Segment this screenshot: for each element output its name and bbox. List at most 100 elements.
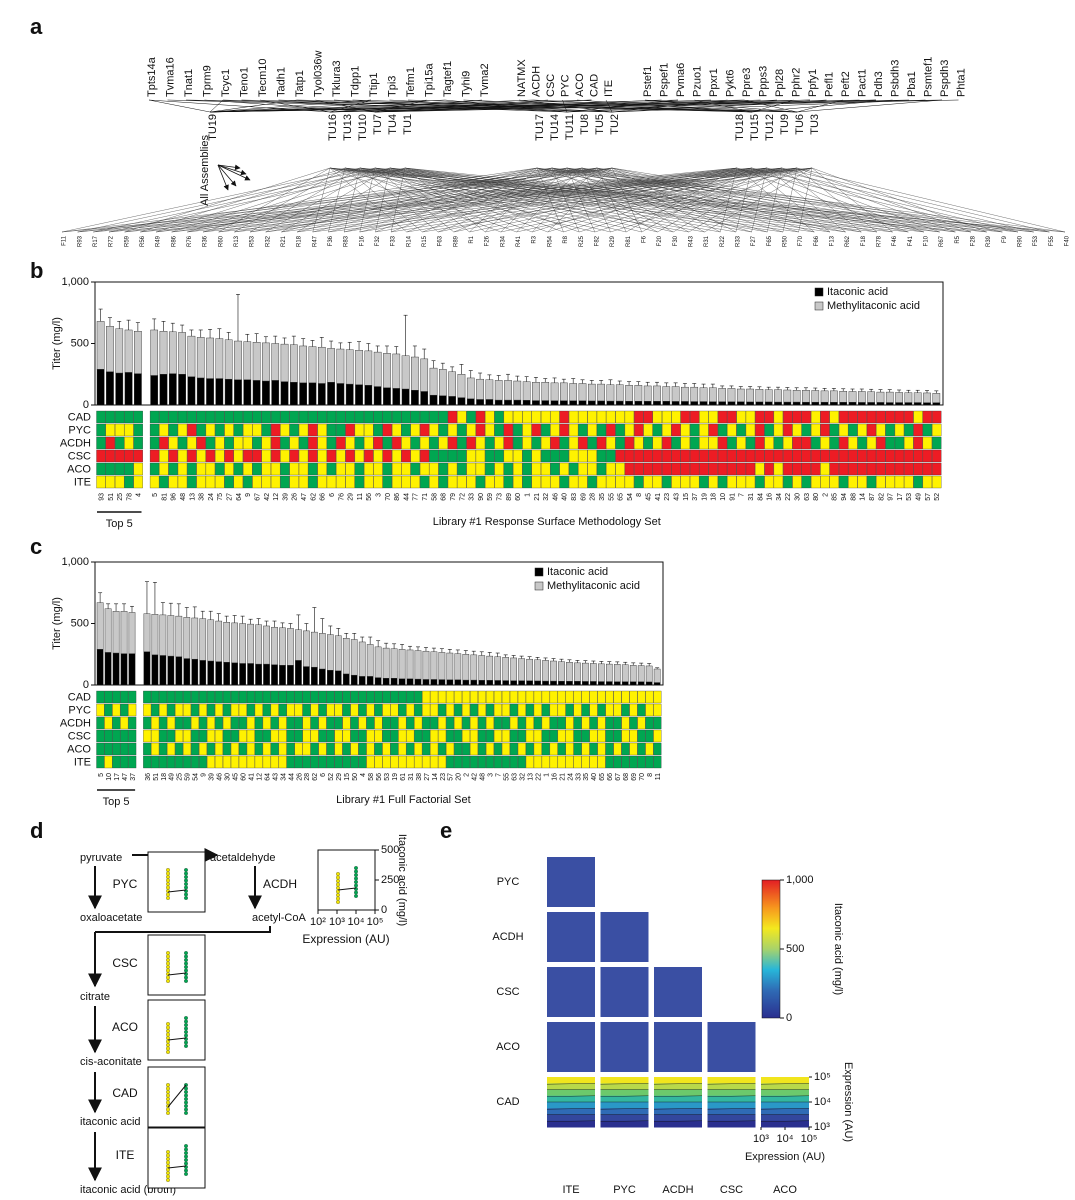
matrix-cell <box>278 755 287 769</box>
matrix-cell <box>540 462 551 476</box>
mini-dot <box>166 1043 170 1047</box>
matrix-cell <box>406 755 415 769</box>
matrix-cell <box>541 690 550 704</box>
matrix-cell <box>581 755 590 769</box>
part-label: Pact1 <box>856 69 868 97</box>
matrix-cell <box>699 436 709 450</box>
x-tick-label: 21 <box>534 493 541 501</box>
strain-label: F10 <box>924 235 930 246</box>
mini-trend <box>337 887 357 891</box>
x-tick-label: 26 <box>296 773 303 781</box>
strain-label: R89 <box>453 235 459 247</box>
matrix-cell <box>454 703 463 717</box>
bar <box>582 662 589 682</box>
bar <box>414 650 422 680</box>
matrix-cell <box>680 410 690 424</box>
matrix-cell <box>206 729 215 743</box>
mini-dot <box>336 900 340 904</box>
matrix-cell <box>114 423 125 437</box>
matrix-cell <box>238 729 247 743</box>
x-tick-label: 46 <box>217 773 224 781</box>
matrix-cell <box>298 449 309 463</box>
matrix-cell <box>350 742 359 756</box>
matrix-cell <box>149 410 160 424</box>
matrix-cell <box>549 690 558 704</box>
matrix-cell <box>270 703 279 717</box>
mini-dot <box>184 885 188 890</box>
bar <box>653 682 661 686</box>
matrix-cell <box>261 475 271 489</box>
strain-label: R13 <box>234 235 240 247</box>
matrix-cell <box>866 475 877 489</box>
bar <box>187 335 196 377</box>
matrix-cell <box>470 690 479 704</box>
strain-label: R56 <box>140 235 146 247</box>
matrix-cell <box>238 716 247 730</box>
row-label: ACDH <box>492 931 523 943</box>
bar <box>112 652 120 686</box>
x-tick-label: 58 <box>368 773 375 781</box>
matrix-cell <box>493 690 502 704</box>
bar <box>223 622 230 663</box>
matrix-cell <box>270 449 281 463</box>
matrix-cell <box>243 475 253 489</box>
x-tick-label: 18 <box>161 773 168 781</box>
matrix-cell <box>717 436 728 450</box>
matrix-cell <box>904 423 914 437</box>
enzyme-label: ACDH <box>263 877 297 891</box>
bar <box>319 668 326 686</box>
matrix-cell <box>151 742 160 756</box>
strain-label: R83 <box>344 235 350 247</box>
matrix-cell <box>336 449 346 463</box>
bar <box>398 678 406 686</box>
x-tick-label: 66 <box>320 493 327 501</box>
x-tick-label: 67 <box>254 493 261 501</box>
matrix-row-label: ACO <box>67 463 91 475</box>
tu-label: TU14 <box>549 114 561 141</box>
matrix-row-label: CSC <box>68 450 91 462</box>
x-tick-label: 24 <box>567 773 574 781</box>
bar <box>366 676 374 686</box>
matrix-cell <box>533 703 542 717</box>
bar <box>215 661 223 686</box>
x-tick-label: 7 <box>496 773 503 777</box>
strain-label: R3 <box>532 235 538 243</box>
matrix-row-label: ITE <box>74 756 91 768</box>
x-tick-label: 15 <box>344 773 351 781</box>
matrix-cell <box>613 703 622 717</box>
x-tick-label: 53 <box>906 493 913 501</box>
matrix-cell <box>105 475 115 489</box>
matrix-cell <box>246 742 255 756</box>
bar <box>243 379 252 406</box>
row-label: CSC <box>496 986 519 998</box>
matrix-cell <box>289 475 299 489</box>
bar <box>736 401 745 406</box>
matrix-cell <box>105 410 115 424</box>
matrix-cell <box>810 410 821 424</box>
mini-dot <box>184 1100 188 1105</box>
mini-dot <box>166 1036 170 1040</box>
matrix-cell <box>727 475 737 489</box>
bar <box>587 400 596 406</box>
part-label: Pykt6 <box>724 69 736 97</box>
metabolite: itaconic acid <box>80 1116 141 1128</box>
matrix-cell <box>214 729 223 743</box>
connector <box>422 167 583 233</box>
matrix-cell <box>128 755 137 769</box>
heat-cell <box>600 912 649 962</box>
matrix-cell <box>151 755 160 769</box>
matrix-cell <box>398 742 407 756</box>
panel-label: c <box>30 534 42 559</box>
matrix-cell <box>222 729 231 743</box>
matrix-cell <box>230 690 239 704</box>
bar <box>215 620 223 662</box>
matrix-cell <box>390 742 399 756</box>
matrix-cell <box>689 475 700 489</box>
contour-line <box>653 1083 703 1085</box>
matrix-cell <box>345 475 355 489</box>
matrix-cell <box>230 716 239 730</box>
matrix-cell <box>606 423 616 437</box>
matrix-cell <box>96 449 106 463</box>
matrix-cell <box>876 475 886 489</box>
bar <box>263 625 270 665</box>
